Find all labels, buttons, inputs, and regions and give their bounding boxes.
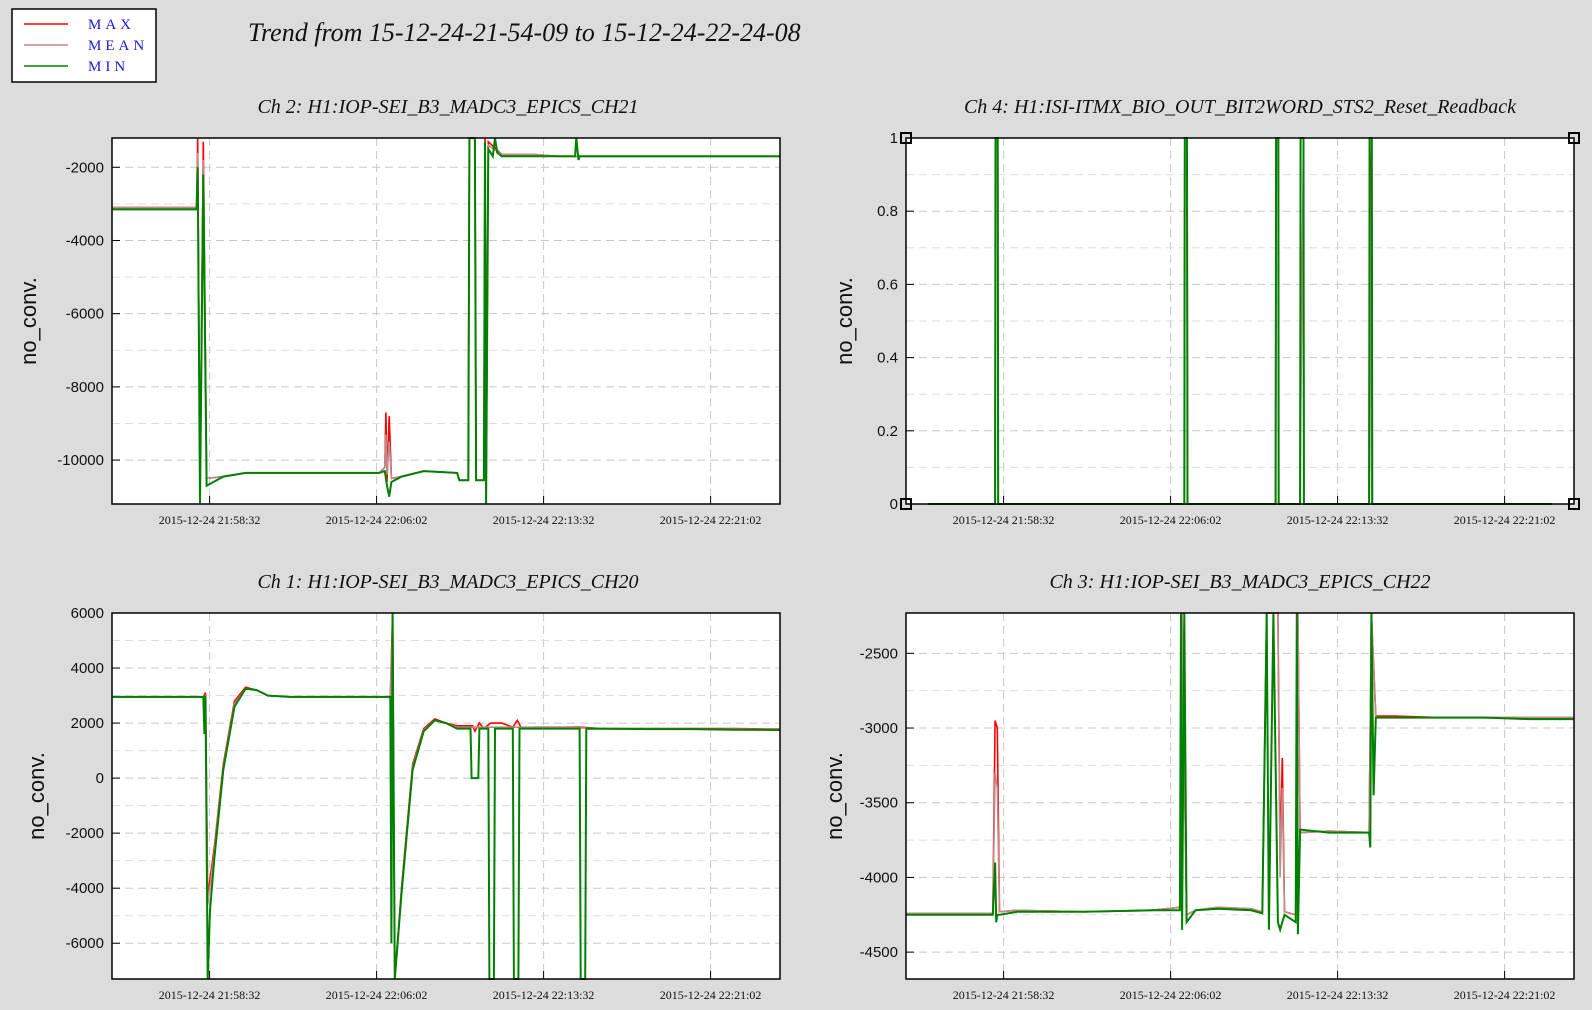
plot-area-ch4 bbox=[906, 138, 1574, 504]
legend-label-min: MIN bbox=[88, 59, 129, 75]
y-tick-label: -2000 bbox=[66, 825, 104, 842]
x-tick-label: 2015-12-24 22:06:02 bbox=[326, 988, 428, 1002]
x-tick-label: 2015-12-24 22:21:02 bbox=[660, 513, 762, 527]
y-tick-label: 2000 bbox=[71, 715, 104, 732]
series-min-ch2 bbox=[112, 137, 780, 505]
plot-frame-ch2 bbox=[111, 137, 781, 505]
y-tick-label: -4000 bbox=[860, 869, 898, 886]
chart-title-ch3: Ch 3: H1:IOP-SEI_B3_MADC3_EPICS_CH22 bbox=[1049, 571, 1430, 593]
x-tick-label: 2015-12-24 22:21:02 bbox=[660, 988, 762, 1002]
y-tick-label: 0.4 bbox=[877, 350, 898, 367]
y-tick-label: 4000 bbox=[71, 660, 104, 677]
x-tick-label: 2015-12-24 21:58:32 bbox=[953, 513, 1055, 527]
y-tick-label: 0 bbox=[890, 496, 898, 513]
y-tick-label: -4000 bbox=[66, 880, 104, 897]
y-tick-label: -10000 bbox=[57, 452, 104, 469]
plot-area-ch2 bbox=[112, 138, 780, 504]
y-tick-label: -8000 bbox=[66, 379, 104, 396]
x-tick-label: 2015-12-24 22:13:32 bbox=[1287, 988, 1389, 1002]
x-tick-label: 2015-12-24 21:58:32 bbox=[159, 513, 261, 527]
legend: MAX MEAN MIN bbox=[11, 8, 157, 83]
y-axis-label-ch3: no_conv. bbox=[822, 752, 847, 840]
y-tick-label: 1 bbox=[890, 130, 898, 147]
plot-frame-ch1 bbox=[111, 612, 781, 980]
y-tick-label: -3000 bbox=[860, 720, 898, 737]
legend-label-mean: MEAN bbox=[88, 38, 148, 54]
selection-handle[interactable] bbox=[1568, 498, 1580, 510]
x-tick-label: 2015-12-24 21:58:32 bbox=[953, 988, 1055, 1002]
plot-area-ch1 bbox=[112, 613, 780, 979]
x-tick-label: 2015-12-24 22:06:02 bbox=[1120, 988, 1222, 1002]
y-axis-label-ch4: no_conv. bbox=[832, 277, 857, 365]
chart-panel-ch1: Ch 1: H1:IOP-SEI_B3_MADC3_EPICS_CH20 6000… bbox=[24, 571, 781, 1002]
series-min-ch1 bbox=[112, 612, 781, 980]
x-tick-label: 2015-12-24 22:13:32 bbox=[1287, 513, 1389, 527]
legend-label-max: MAX bbox=[88, 17, 135, 33]
y-axis-label-ch2: no_conv. bbox=[16, 277, 41, 365]
selection-handle[interactable] bbox=[900, 498, 912, 510]
y-tick-label: -4000 bbox=[66, 232, 104, 249]
page-title: Trend from 15-12-24-21-54-09 to 15-12-24… bbox=[248, 18, 801, 47]
y-tick-label: -4500 bbox=[860, 944, 898, 961]
y-tick-label: -6000 bbox=[66, 306, 104, 323]
x-tick-label: 2015-12-24 22:13:32 bbox=[493, 988, 595, 1002]
x-tick-label: 2015-12-24 21:58:32 bbox=[159, 988, 261, 1002]
chart-title-ch1: Ch 1: H1:IOP-SEI_B3_MADC3_EPICS_CH20 bbox=[257, 571, 638, 593]
selection-handle[interactable] bbox=[900, 132, 912, 144]
y-tick-label: 0.2 bbox=[877, 423, 898, 440]
y-tick-label: 6000 bbox=[71, 605, 104, 622]
plot-frame-ch3 bbox=[905, 612, 1575, 980]
y-tick-label: 0.8 bbox=[877, 203, 898, 220]
y-tick-label: -3500 bbox=[860, 795, 898, 812]
series-min-ch3 bbox=[906, 612, 1574, 935]
plot-area-ch3 bbox=[906, 613, 1574, 979]
selection-handle[interactable] bbox=[1568, 132, 1580, 144]
plot-frame-ch4 bbox=[905, 137, 1575, 505]
x-tick-label: 2015-12-24 22:21:02 bbox=[1454, 513, 1556, 527]
y-tick-label: 0 bbox=[96, 770, 104, 787]
chart-panel-ch3: Ch 3: H1:IOP-SEI_B3_MADC3_EPICS_CH22 -250… bbox=[822, 571, 1575, 1002]
y-tick-label: 0.6 bbox=[877, 276, 898, 293]
y-tick-label: -2000 bbox=[66, 159, 104, 176]
y-axis-label-ch1: no_conv. bbox=[24, 752, 49, 840]
chart-title-ch4: Ch 4: H1:ISI-ITMX_BIO_OUT_BIT2WORD_STS2_… bbox=[964, 96, 1517, 118]
x-tick-label: 2015-12-24 22:06:02 bbox=[1120, 513, 1222, 527]
y-tick-label: -6000 bbox=[66, 935, 104, 952]
x-tick-label: 2015-12-24 22:06:02 bbox=[326, 513, 428, 527]
x-tick-label: 2015-12-24 22:13:32 bbox=[493, 513, 595, 527]
x-tick-label: 2015-12-24 22:21:02 bbox=[1454, 988, 1556, 1002]
chart-panel-ch2: Ch 2: H1:IOP-SEI_B3_MADC3_EPICS_CH21 -200… bbox=[16, 96, 781, 527]
chart-panel-ch4: Ch 4: H1:ISI-ITMX_BIO_OUT_BIT2WORD_STS2_… bbox=[832, 96, 1580, 527]
chart-title-ch2: Ch 2: H1:IOP-SEI_B3_MADC3_EPICS_CH21 bbox=[257, 96, 638, 118]
y-tick-label: -2500 bbox=[860, 645, 898, 662]
